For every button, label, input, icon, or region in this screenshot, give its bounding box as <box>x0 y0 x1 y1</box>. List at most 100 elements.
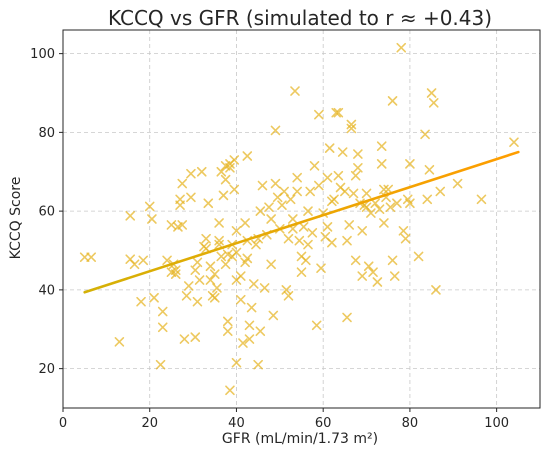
data-point <box>428 98 439 108</box>
data-point <box>283 290 294 301</box>
data-point <box>201 233 211 244</box>
data-point <box>249 279 259 289</box>
data-point <box>179 334 190 344</box>
data-point <box>331 107 341 118</box>
axis-ticks: 0 20 40 60 80 100 20 40 60 80 100 <box>30 47 509 431</box>
data-point <box>413 251 424 262</box>
data-point <box>218 190 229 201</box>
data-point <box>346 119 357 130</box>
data-point <box>281 285 292 295</box>
data-point <box>366 208 376 218</box>
data-point <box>426 88 437 98</box>
data-point <box>292 186 302 197</box>
data-point <box>348 188 359 199</box>
data-point <box>155 359 166 370</box>
data-point <box>114 337 125 347</box>
data-point <box>255 326 266 337</box>
data-point <box>129 259 140 270</box>
data-point <box>186 192 196 203</box>
data-point <box>136 296 146 307</box>
data-point <box>344 220 354 230</box>
data-point <box>385 202 396 212</box>
plot-frame <box>62 29 541 409</box>
data-point <box>205 261 216 272</box>
data-point <box>329 194 339 205</box>
data-point <box>405 198 415 209</box>
data-point <box>296 267 307 277</box>
data-point <box>205 275 216 285</box>
data-point <box>175 194 185 205</box>
data-point <box>389 271 400 281</box>
data-point <box>170 269 181 279</box>
data-point <box>405 159 415 169</box>
regression-line <box>83 150 520 294</box>
data-point <box>350 170 361 181</box>
data-point <box>314 180 324 191</box>
data-point <box>190 332 201 342</box>
data-point <box>305 186 315 197</box>
data-point <box>147 214 157 224</box>
data-point <box>424 164 435 175</box>
data-point <box>435 186 446 197</box>
data-point <box>255 206 266 216</box>
data-point <box>157 306 168 317</box>
data-point <box>376 141 387 151</box>
data-point <box>264 202 274 212</box>
x-axis-label: GFR (mL/min/1.73 m²) <box>222 431 378 447</box>
data-point <box>452 178 463 189</box>
data-point <box>251 239 261 250</box>
data-point <box>242 151 253 161</box>
data-point <box>420 129 430 140</box>
data-point <box>387 255 398 266</box>
data-point <box>346 123 357 134</box>
data-point <box>357 271 368 281</box>
data-point <box>370 198 381 209</box>
data-point <box>303 239 313 250</box>
data-point <box>398 226 409 236</box>
data-point <box>400 233 411 244</box>
data-point <box>222 326 233 337</box>
data-point <box>242 253 253 264</box>
data-point <box>229 184 240 195</box>
data-point <box>353 163 363 173</box>
data-point <box>225 163 235 173</box>
data-point <box>277 200 287 211</box>
trend-line-group <box>83 150 520 294</box>
data-point <box>259 283 270 293</box>
data-point <box>285 194 296 205</box>
data-point <box>294 235 305 246</box>
data-point <box>268 310 279 321</box>
data-point <box>216 166 227 177</box>
data-point <box>214 218 224 228</box>
data-point <box>231 247 242 258</box>
data-point <box>162 255 172 266</box>
data-point <box>196 166 207 177</box>
data-point <box>288 214 298 224</box>
data-point <box>301 255 311 266</box>
data-point <box>270 178 281 189</box>
data-point <box>144 201 155 212</box>
data-point <box>181 290 192 301</box>
x-tick-label: 40 <box>228 416 245 431</box>
data-point <box>340 186 350 197</box>
data-point <box>314 109 324 120</box>
data-point <box>298 222 309 232</box>
data-point <box>283 233 294 244</box>
data-point <box>170 265 181 275</box>
data-point <box>194 275 205 285</box>
data-point <box>79 252 90 262</box>
data-point <box>422 194 433 205</box>
data-point <box>353 149 363 159</box>
data-point <box>337 147 348 157</box>
data-point <box>214 235 224 246</box>
data-point <box>379 218 389 228</box>
data-point <box>157 322 168 333</box>
x-tick-label: 100 <box>484 416 509 431</box>
data-point <box>235 271 246 281</box>
y-tick-label: 80 <box>38 126 55 141</box>
x-tick-label: 60 <box>315 416 332 431</box>
x-tick-label: 0 <box>59 416 67 431</box>
gridlines <box>62 30 540 408</box>
data-point <box>209 292 220 303</box>
